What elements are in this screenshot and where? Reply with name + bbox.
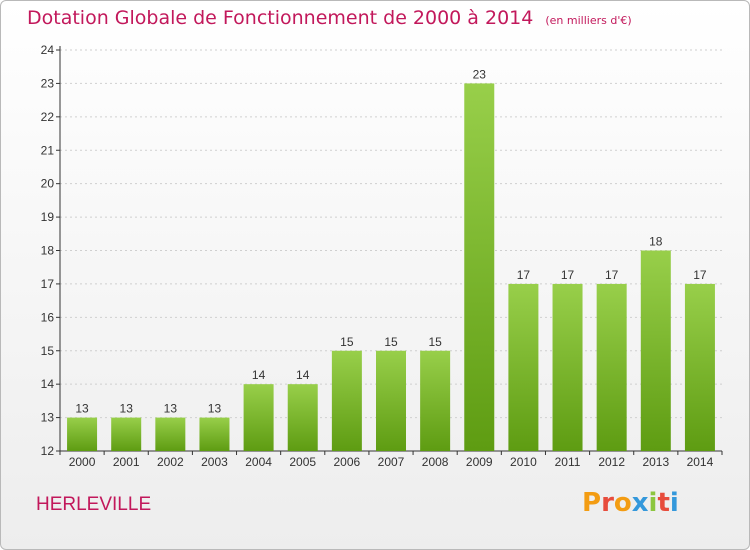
data-label: 13 bbox=[75, 402, 89, 416]
data-label: 17 bbox=[561, 268, 575, 282]
logo-letter: t bbox=[657, 488, 670, 518]
x-tick-label: 2010 bbox=[510, 455, 537, 469]
logo-letter: i bbox=[648, 488, 658, 518]
bar bbox=[464, 83, 495, 452]
y-tick-label: 14 bbox=[41, 377, 55, 391]
data-label: 13 bbox=[120, 402, 134, 416]
x-tick-label: 2012 bbox=[598, 455, 625, 469]
axes: 12 13 14 15 16 17 18 19 20 21 22 23 24 2000 2001 2002 20… bbox=[41, 43, 723, 469]
proxiti-logo: Proxiti bbox=[582, 488, 679, 518]
y-tick-label: 17 bbox=[41, 277, 55, 291]
bar bbox=[331, 350, 362, 451]
data-label: 17 bbox=[605, 268, 619, 282]
data-label: 23 bbox=[473, 67, 487, 81]
data-label: 14 bbox=[296, 368, 310, 382]
x-tick-label: 2008 bbox=[422, 455, 449, 469]
logo-letter: r bbox=[601, 488, 614, 518]
bars bbox=[67, 83, 715, 452]
y-tick-label: 18 bbox=[41, 244, 55, 258]
bar bbox=[376, 350, 406, 451]
x-tick-label: 2000 bbox=[69, 455, 96, 469]
y-tick-label: 21 bbox=[41, 143, 55, 157]
x-tick-label: 2003 bbox=[201, 455, 228, 469]
bar bbox=[155, 417, 186, 451]
x-tick-label: 2011 bbox=[555, 455, 581, 469]
logo-letter: i bbox=[669, 488, 679, 518]
bar bbox=[67, 417, 98, 451]
y-tick-label: 20 bbox=[41, 177, 55, 191]
data-label: 18 bbox=[649, 235, 663, 249]
bar bbox=[684, 283, 715, 451]
bar bbox=[287, 384, 318, 451]
data-label: 17 bbox=[693, 268, 707, 282]
bar bbox=[111, 417, 142, 451]
x-tick-label: 2009 bbox=[466, 455, 493, 469]
x-tick-label: 2013 bbox=[642, 455, 669, 469]
y-tick-label: 24 bbox=[41, 43, 55, 57]
bar bbox=[508, 283, 539, 451]
y-tick-label: 22 bbox=[41, 110, 55, 124]
data-label: 13 bbox=[164, 402, 178, 416]
logo-letter: o bbox=[613, 488, 632, 518]
y-tick-label: 15 bbox=[41, 344, 55, 358]
logo-letter: P bbox=[582, 488, 602, 518]
x-tick-label: 2014 bbox=[687, 455, 714, 469]
data-label: 17 bbox=[517, 268, 531, 282]
bar bbox=[420, 350, 451, 451]
chart-title: Dotation Globale de Fonctionnement de 20… bbox=[27, 7, 534, 29]
y-tick-label: 16 bbox=[41, 310, 55, 324]
y-tick-label: 23 bbox=[41, 76, 55, 90]
chart-unit: (en milliers d'€) bbox=[545, 14, 632, 27]
data-label: 15 bbox=[340, 335, 354, 349]
bar bbox=[596, 283, 627, 451]
data-labels: 13 13 13 13 14 14 15 15 15 23 17 17 17 18 17 bbox=[75, 67, 707, 415]
commune-name: HERLEVILLE bbox=[36, 494, 152, 515]
x-tick-label: 2001 bbox=[113, 455, 140, 469]
x-tick-label: 2007 bbox=[378, 455, 405, 469]
y-tick-label: 13 bbox=[41, 411, 55, 425]
x-tick-label: 2005 bbox=[289, 455, 316, 469]
data-label: 13 bbox=[208, 402, 222, 416]
bar bbox=[199, 417, 230, 451]
x-tick-label: 2006 bbox=[334, 455, 361, 469]
data-label: 14 bbox=[252, 368, 266, 382]
data-label: 15 bbox=[428, 335, 442, 349]
bar bbox=[552, 283, 583, 451]
logo-letter: x bbox=[631, 488, 649, 518]
bar bbox=[640, 250, 671, 451]
bar bbox=[243, 384, 274, 451]
data-label: 15 bbox=[384, 335, 398, 349]
chart-title-block: Dotation Globale de Fonctionnement de 20… bbox=[27, 7, 632, 29]
y-tick-label: 12 bbox=[41, 444, 55, 458]
x-tick-label: 2002 bbox=[157, 455, 184, 469]
x-tick-label: 2004 bbox=[245, 455, 272, 469]
y-tick-label: 19 bbox=[41, 210, 55, 224]
